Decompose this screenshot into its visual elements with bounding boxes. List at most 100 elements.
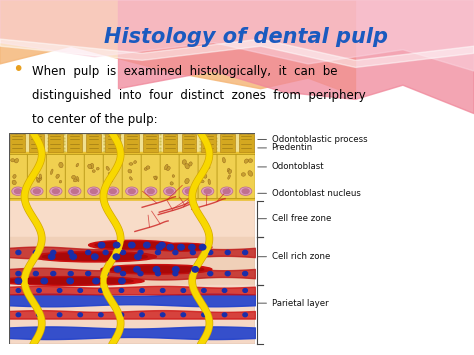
Circle shape [161, 313, 165, 317]
Circle shape [103, 250, 108, 255]
Ellipse shape [37, 179, 39, 182]
Ellipse shape [201, 180, 204, 183]
Circle shape [202, 289, 206, 293]
Ellipse shape [189, 162, 192, 166]
Ellipse shape [204, 189, 211, 193]
Circle shape [192, 267, 199, 272]
Circle shape [222, 313, 227, 317]
Ellipse shape [228, 175, 230, 179]
Circle shape [118, 278, 125, 284]
Ellipse shape [150, 243, 212, 251]
Ellipse shape [89, 240, 175, 250]
Ellipse shape [242, 189, 249, 193]
Circle shape [78, 289, 82, 293]
Circle shape [114, 267, 121, 272]
Ellipse shape [147, 189, 154, 193]
Ellipse shape [12, 180, 16, 185]
Ellipse shape [14, 189, 21, 193]
Polygon shape [0, 0, 474, 71]
Circle shape [135, 254, 141, 260]
Ellipse shape [154, 176, 157, 180]
Circle shape [134, 267, 140, 272]
Ellipse shape [92, 170, 95, 173]
Ellipse shape [59, 180, 62, 183]
Ellipse shape [38, 177, 42, 181]
Polygon shape [0, 39, 474, 67]
Text: •: • [12, 60, 23, 79]
Ellipse shape [172, 175, 174, 178]
Text: Histology of dental pulp: Histology of dental pulp [104, 27, 389, 47]
Circle shape [16, 289, 20, 293]
Ellipse shape [109, 266, 203, 273]
Ellipse shape [53, 189, 59, 193]
Circle shape [57, 289, 62, 293]
Ellipse shape [126, 187, 138, 196]
Circle shape [181, 289, 185, 293]
FancyBboxPatch shape [236, 154, 255, 198]
Circle shape [243, 289, 247, 293]
FancyBboxPatch shape [179, 154, 198, 198]
Ellipse shape [182, 187, 195, 196]
FancyBboxPatch shape [198, 154, 217, 198]
Circle shape [144, 242, 150, 248]
Ellipse shape [69, 187, 81, 196]
Circle shape [178, 245, 184, 250]
Ellipse shape [31, 187, 43, 196]
Bar [9, 285, 255, 344]
Text: Odontoblast nucleus: Odontoblast nucleus [272, 189, 360, 198]
Circle shape [189, 245, 195, 250]
Circle shape [113, 254, 119, 260]
FancyBboxPatch shape [103, 154, 122, 198]
Ellipse shape [203, 174, 207, 178]
Ellipse shape [72, 189, 78, 193]
Circle shape [103, 272, 108, 276]
Circle shape [57, 313, 62, 317]
Circle shape [68, 250, 73, 255]
Text: Parietal layer: Parietal layer [272, 299, 328, 308]
Circle shape [138, 250, 143, 255]
Ellipse shape [223, 189, 230, 193]
Bar [67, 134, 82, 152]
Circle shape [16, 272, 21, 276]
Ellipse shape [106, 166, 109, 170]
Circle shape [140, 289, 144, 293]
Ellipse shape [72, 175, 76, 179]
Circle shape [243, 313, 247, 317]
Ellipse shape [43, 253, 147, 260]
Text: Predentin: Predentin [272, 143, 313, 152]
Circle shape [243, 272, 247, 276]
Circle shape [161, 289, 165, 293]
Text: Cell rich zone: Cell rich zone [272, 252, 330, 261]
Ellipse shape [33, 251, 156, 262]
Ellipse shape [185, 164, 189, 169]
Circle shape [33, 272, 38, 276]
Bar [182, 134, 196, 152]
Circle shape [15, 278, 22, 284]
Circle shape [120, 272, 126, 276]
Ellipse shape [77, 176, 79, 181]
Ellipse shape [185, 178, 189, 184]
Circle shape [51, 272, 56, 276]
Ellipse shape [248, 159, 253, 163]
Circle shape [173, 272, 178, 276]
Polygon shape [0, 0, 356, 96]
Ellipse shape [155, 244, 207, 250]
Ellipse shape [88, 187, 100, 196]
Ellipse shape [201, 187, 214, 196]
FancyBboxPatch shape [141, 154, 160, 198]
Circle shape [208, 272, 213, 276]
Bar [86, 134, 101, 152]
FancyBboxPatch shape [160, 154, 179, 198]
Ellipse shape [56, 174, 59, 178]
Ellipse shape [109, 189, 116, 193]
Ellipse shape [96, 167, 99, 170]
Ellipse shape [227, 168, 229, 172]
Circle shape [173, 250, 178, 255]
Circle shape [155, 250, 160, 255]
FancyBboxPatch shape [217, 154, 236, 198]
Ellipse shape [108, 172, 112, 175]
Circle shape [33, 250, 38, 255]
Text: Odontoblastic process: Odontoblastic process [272, 135, 367, 144]
Ellipse shape [166, 189, 173, 193]
Ellipse shape [170, 182, 173, 185]
